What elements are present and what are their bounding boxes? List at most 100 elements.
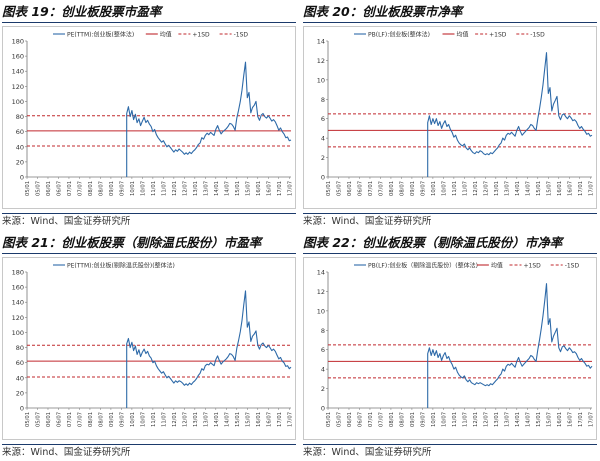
- x-tick-label: 12/07: [182, 181, 188, 196]
- x-tick-label: 05/01: [25, 181, 31, 196]
- x-tick-label: 09/01: [410, 412, 416, 427]
- x-tick-label: 16/01: [557, 412, 563, 427]
- x-tick-label: 07/01: [368, 412, 374, 427]
- x-tick-label: 07/07: [77, 181, 83, 196]
- y-tick-label: 8: [321, 96, 325, 104]
- legend-label: -1SD: [530, 31, 545, 38]
- legend-label: PB(LF):创业板（剔除温氏股份）(整体法): [368, 261, 478, 269]
- y-tick-label: 14: [317, 269, 325, 277]
- x-tick-label: 12/07: [182, 412, 188, 427]
- x-tick-label: 15/07: [245, 181, 251, 196]
- y-tick-label: 80: [16, 344, 24, 352]
- y-tick-label: 60: [16, 359, 24, 367]
- x-tick-label: 08/07: [98, 181, 104, 196]
- x-tick-label: 09/01: [109, 412, 115, 427]
- x-tick-label: 17/07: [287, 181, 293, 196]
- x-tick-label: 16/01: [256, 181, 262, 196]
- x-tick-label: 11/07: [161, 412, 167, 427]
- x-tick-label: 12/01: [172, 181, 178, 196]
- x-tick-label: 11/07: [161, 181, 167, 196]
- x-tick-label: 15/01: [235, 412, 241, 427]
- x-tick-label: 11/01: [151, 181, 157, 196]
- x-tick-label: 08/01: [88, 412, 94, 427]
- chart-area: 0 20 40 60 80 100 120 140 160 180 05/01 05/07 06/01 0…: [2, 26, 296, 209]
- y-tick-label: 0: [20, 405, 24, 413]
- x-tick-label: 15/01: [536, 412, 542, 427]
- chart-panel-pe: 图表 19：创业板股票市盈率 0 20 40 60 80 100 120 140 160 180 0…: [2, 2, 296, 230]
- x-tick-label: 17/07: [287, 412, 293, 427]
- y-tick-label: 14: [317, 38, 325, 46]
- chart-source: 来源：Wind、国金证券研究所: [2, 444, 296, 460]
- x-tick-label: 06/01: [347, 412, 353, 427]
- y-tick-label: 160: [12, 53, 24, 61]
- chart-source: 来源：Wind、国金证券研究所: [303, 444, 597, 460]
- x-tick-label: 06/07: [357, 412, 363, 427]
- x-tick-label: 05/07: [336, 412, 342, 427]
- x-tick-label: 08/01: [88, 181, 94, 196]
- x-tick-label: 06/01: [347, 181, 353, 196]
- y-tick-label: 160: [12, 284, 24, 292]
- pb-line-chart: 0 2 4 6 8 10 12 14 05/01 05/07 06/01 06/07 07/01 07/0…: [317, 30, 595, 196]
- x-tick-label: 09/07: [119, 412, 125, 427]
- x-tick-label: 14/07: [224, 181, 230, 196]
- x-tick-label: 10/01: [130, 181, 136, 196]
- x-tick-label: 10/07: [441, 181, 447, 196]
- x-tick-label: 16/07: [266, 181, 272, 196]
- x-tick-label: 16/01: [256, 412, 262, 427]
- x-tick-label: 10/01: [431, 181, 437, 196]
- legend-label: 均值: [160, 30, 172, 38]
- y-tick-label: 10: [317, 76, 325, 84]
- y-tick-label: 60: [16, 128, 24, 136]
- y-tick-label: 10: [317, 307, 325, 315]
- legend-label: PB(LF):创业板(整体法): [368, 30, 430, 38]
- x-tick-label: 13/07: [203, 412, 209, 427]
- x-tick-label: 12/07: [483, 181, 489, 196]
- x-tick-label: 07/01: [67, 412, 73, 427]
- x-tick-label: 05/01: [326, 412, 332, 427]
- y-tick-label: 40: [16, 143, 24, 151]
- x-tick-label: 12/01: [172, 412, 178, 427]
- x-tick-label: 14/07: [525, 412, 531, 427]
- x-tick-label: 17/07: [588, 412, 594, 427]
- x-tick-label: 07/01: [368, 181, 374, 196]
- y-tick-label: 40: [16, 374, 24, 382]
- x-tick-label: 16/07: [266, 412, 272, 427]
- x-tick-label: 05/07: [35, 181, 41, 196]
- x-tick-label: 15/01: [235, 181, 241, 196]
- x-tick-label: 11/01: [452, 181, 458, 196]
- x-tick-label: 09/07: [420, 181, 426, 196]
- x-tick-label: 07/07: [378, 412, 384, 427]
- chart-source: 来源：Wind、国金证券研究所: [2, 213, 296, 229]
- chart-title: 图表 21：创业板股票（剔除温氏股份）市盈率: [2, 233, 296, 254]
- x-tick-label: 16/07: [567, 412, 573, 427]
- series-line: [126, 61, 292, 177]
- x-tick-label: 15/07: [546, 412, 552, 427]
- x-tick-label: 09/07: [119, 181, 125, 196]
- x-tick-label: 06/01: [46, 412, 52, 427]
- y-tick-label: 6: [321, 115, 325, 123]
- x-tick-label: 17/01: [277, 412, 283, 427]
- x-tick-label: 15/07: [546, 181, 552, 196]
- y-tick-label: 20: [16, 389, 24, 397]
- pe-ex-wens-line-chart: 0 20 40 60 80 100 120 140 160 180 05/01 05/07 06/01 0…: [12, 261, 294, 427]
- x-tick-label: 11/01: [151, 412, 157, 427]
- y-tick-label: 0: [321, 174, 325, 182]
- chart-panel-pb-ex-wens: 图表 22：创业板股票（剔除温氏股份）市净率 0 2 4 6 8 10 12 14 05/01 0…: [303, 233, 597, 461]
- x-tick-label: 14/07: [525, 181, 531, 196]
- x-tick-label: 08/01: [389, 412, 395, 427]
- x-tick-label: 17/07: [588, 181, 594, 196]
- y-tick-label: 2: [321, 154, 325, 162]
- x-tick-label: 14/01: [214, 412, 220, 427]
- legend-label: -1SD: [565, 262, 580, 269]
- chart-title: 图表 19：创业板股票市盈率: [2, 2, 296, 23]
- series-line: [126, 290, 292, 408]
- chart-area: 0 20 40 60 80 100 120 140 160 180 05/01 05/07 06/01 0…: [2, 257, 296, 440]
- legend-label: -1SD: [234, 31, 249, 38]
- chart-source: 来源：Wind、国金证券研究所: [303, 213, 597, 229]
- x-tick-label: 17/01: [578, 412, 584, 427]
- y-tick-label: 140: [12, 68, 24, 76]
- x-tick-label: 09/07: [420, 412, 426, 427]
- x-tick-label: 13/01: [494, 181, 500, 196]
- y-tick-label: 0: [321, 405, 325, 413]
